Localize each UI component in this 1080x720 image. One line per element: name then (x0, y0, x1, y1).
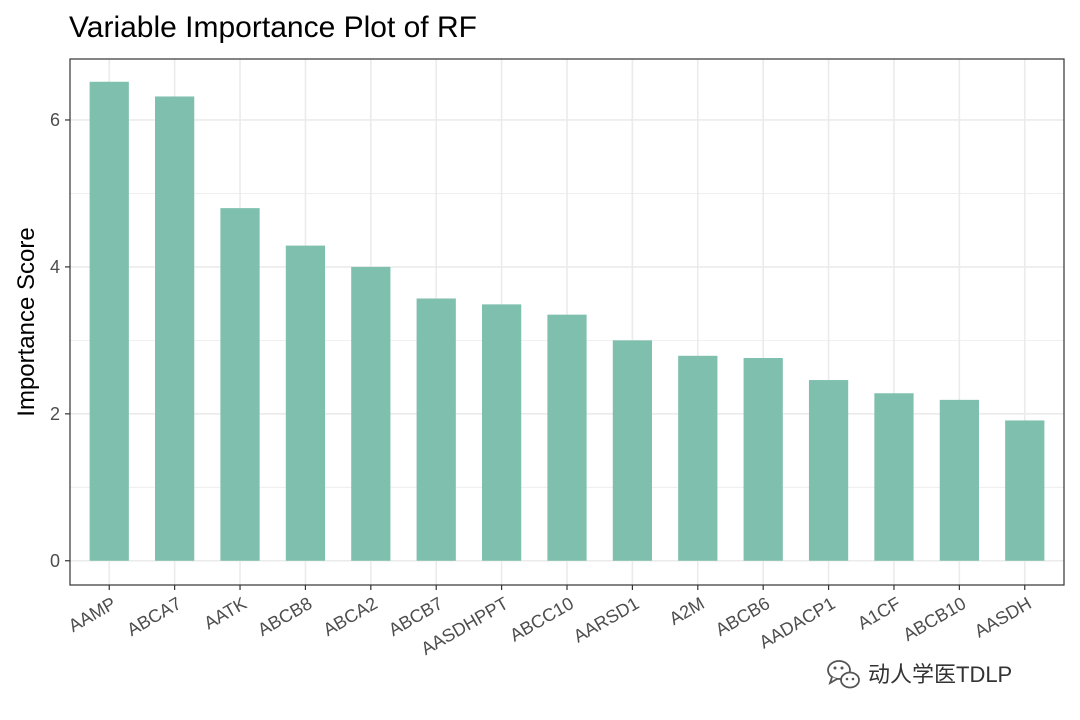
x-tick-label: ABCA2 (320, 593, 381, 640)
watermark-text: 动人学医TDLP (868, 662, 1012, 687)
chart-title: Variable Importance Plot of RF (69, 11, 477, 44)
bar (612, 340, 653, 561)
x-tick-label: AATK (200, 593, 250, 633)
wechat-icon (827, 660, 860, 689)
bar (89, 81, 129, 561)
x-tick-label: AASDH (971, 593, 1035, 641)
bar (547, 314, 587, 561)
x-tick-label: ABCC10 (506, 593, 577, 645)
x-tick-label: A2M (666, 593, 708, 629)
y-tick-label: 4 (50, 257, 60, 277)
y-axis-label: Importance Score (13, 227, 40, 416)
x-tick-label: AAMP (65, 593, 119, 636)
x-tick-label: ABCA7 (124, 593, 185, 640)
x-axis-ticks: AAMP ABCA7 AATK ABCB8 ABCA2 ABCB7AASDHPPTABCC… (65, 585, 1035, 659)
y-tick-label: 6 (50, 110, 60, 130)
bar (743, 357, 783, 561)
y-tick-label: 0 (50, 551, 60, 571)
bar (808, 380, 849, 561)
bar (416, 298, 456, 561)
y-axis-ticks: 0 2 4 6 (50, 110, 70, 571)
y-tick-label: 2 (50, 404, 60, 424)
bar (1005, 420, 1045, 561)
x-tick-label: AARSD1 (570, 593, 642, 646)
bar (220, 208, 260, 561)
x-tick-label: ABCB8 (254, 593, 315, 640)
bars-group (89, 81, 1045, 561)
bar (874, 393, 914, 561)
bar (351, 266, 391, 561)
bar (481, 304, 522, 561)
bar (155, 96, 195, 561)
x-tick-label: A1CF (854, 593, 904, 633)
bar (678, 355, 718, 561)
bar (285, 245, 326, 561)
bar (939, 399, 979, 561)
x-tick-label: ABCB10 (900, 593, 970, 645)
watermark: 动人学医TDLP (827, 660, 1012, 689)
